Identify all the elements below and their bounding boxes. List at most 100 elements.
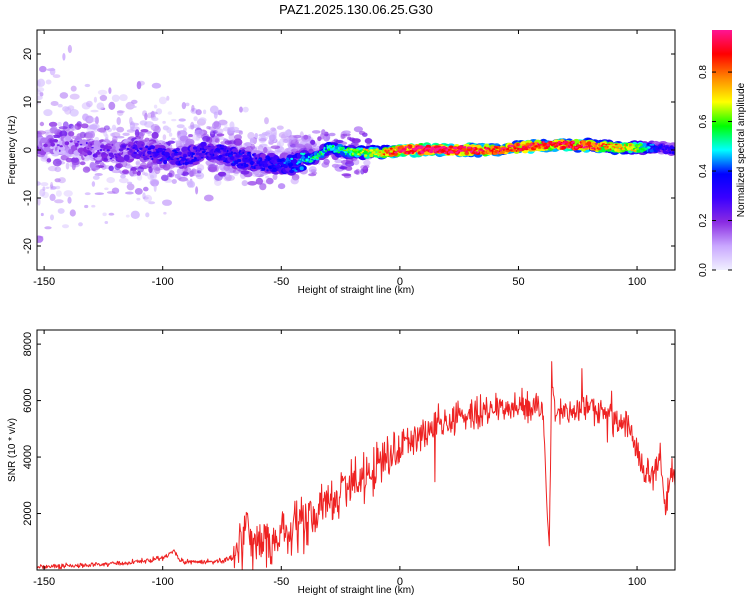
y-tick-label: 20 <box>22 48 34 60</box>
heatmap-cell <box>71 162 76 171</box>
heatmap-cell <box>129 149 133 152</box>
heatmap-cell <box>43 109 53 117</box>
heatmap-cell <box>397 146 400 150</box>
heatmap-cell <box>232 169 241 174</box>
heatmap-cell <box>258 157 263 162</box>
heatmap-cell <box>277 183 286 190</box>
heatmap-cell <box>106 177 115 184</box>
heatmap-cell <box>189 170 194 177</box>
heatmap-cell <box>255 177 264 185</box>
heatmap-cell <box>495 146 498 149</box>
heatmap-cell <box>428 150 431 153</box>
heatmap-cell <box>625 146 630 149</box>
heatmap-cell <box>64 141 70 146</box>
heatmap-cell <box>525 147 528 149</box>
heatmap-cell <box>176 157 180 160</box>
heatmap-cell <box>249 155 252 158</box>
heatmap-cell <box>255 157 258 160</box>
heatmap-cell <box>50 186 57 190</box>
heatmap-cell <box>175 147 180 152</box>
heatmap-cell <box>227 140 236 145</box>
spectrogram-x-axis-label: Height of straight line (km) <box>298 285 415 296</box>
heatmap-cell <box>385 151 389 154</box>
heatmap-cell <box>352 152 354 155</box>
heatmap-cell <box>263 163 269 168</box>
heatmap-cell <box>282 159 285 162</box>
heatmap-cell <box>326 144 329 147</box>
heatmap-cell <box>58 126 68 130</box>
heatmap-cell <box>38 235 44 239</box>
heatmap-cell <box>383 153 386 156</box>
heatmap-cell <box>310 139 316 145</box>
heatmap-cell <box>162 134 167 141</box>
heatmap-cell <box>214 164 219 172</box>
heatmap-cell <box>405 152 409 155</box>
heatmap-cell <box>552 142 556 144</box>
snr-axes-frame <box>36 329 676 571</box>
heatmap-cell <box>263 146 268 154</box>
heatmap-cell <box>118 177 129 184</box>
heatmap-cell <box>147 150 152 155</box>
heatmap-cell <box>94 160 101 165</box>
heatmap-cell <box>178 163 181 166</box>
heatmap-cell <box>124 191 134 195</box>
heatmap-cell <box>127 181 133 185</box>
heatmap-cell <box>258 163 262 167</box>
colorbar-tick-label: 0.0 <box>698 263 709 277</box>
heatmap-cell <box>283 139 289 143</box>
heatmap-cell <box>216 133 225 137</box>
heatmap-cell <box>279 167 282 169</box>
heatmap-cell <box>200 141 207 148</box>
heatmap-cell <box>249 138 255 144</box>
heatmap-cell <box>111 94 120 103</box>
heatmap-cell <box>488 148 491 151</box>
heatmap-cell <box>233 138 243 146</box>
heatmap-cell <box>37 87 45 93</box>
heatmap-cell <box>58 177 66 184</box>
heatmap-cell <box>140 129 149 133</box>
heatmap-cell <box>91 144 100 151</box>
heatmap-cell <box>160 158 164 160</box>
heatmap-cell <box>63 190 73 197</box>
x-tick-label: -150 <box>33 576 55 588</box>
heatmap-cell <box>267 157 271 161</box>
heatmap-cell <box>499 150 505 155</box>
heatmap-cell <box>40 137 48 144</box>
heatmap-cell <box>289 144 297 148</box>
heatmap-cell <box>55 190 62 197</box>
heatmap-cell <box>564 140 569 144</box>
heatmap-cell <box>666 146 669 149</box>
heatmap-cell <box>535 145 538 148</box>
heatmap-cell <box>215 128 224 134</box>
heatmap-cell <box>522 145 526 149</box>
heatmap-cell <box>151 117 159 122</box>
heatmap-cell <box>65 162 70 170</box>
heatmap-cell <box>267 156 271 159</box>
heatmap-cell <box>380 154 383 157</box>
heatmap-cell <box>549 142 553 144</box>
heatmap-cell <box>185 138 195 146</box>
heatmap-cell <box>667 149 670 152</box>
heatmap-cell <box>328 132 336 137</box>
heatmap-cell <box>151 82 162 89</box>
heatmap-cell <box>67 105 75 111</box>
heatmap-cell <box>234 134 242 141</box>
colorbar-tick-label: 0.4 <box>698 164 709 178</box>
heatmap-cell <box>57 121 62 127</box>
heatmap-cell <box>57 103 63 108</box>
snr-series-line <box>37 361 675 570</box>
heatmap-cell <box>237 158 242 163</box>
heatmap-cell <box>294 170 298 172</box>
heatmap-cell <box>84 83 91 88</box>
heatmap-cell <box>213 111 218 119</box>
heatmap-cell <box>235 152 238 155</box>
heatmap-cell <box>232 160 235 164</box>
heatmap-cell <box>79 143 83 146</box>
heatmap-cell <box>220 147 224 150</box>
heatmap-cell <box>96 102 105 110</box>
heatmap-cell <box>56 144 60 146</box>
heatmap-cell <box>120 174 126 179</box>
heatmap-cell <box>387 150 390 152</box>
heatmap-cell <box>311 130 321 134</box>
heatmap-cell <box>221 154 225 157</box>
